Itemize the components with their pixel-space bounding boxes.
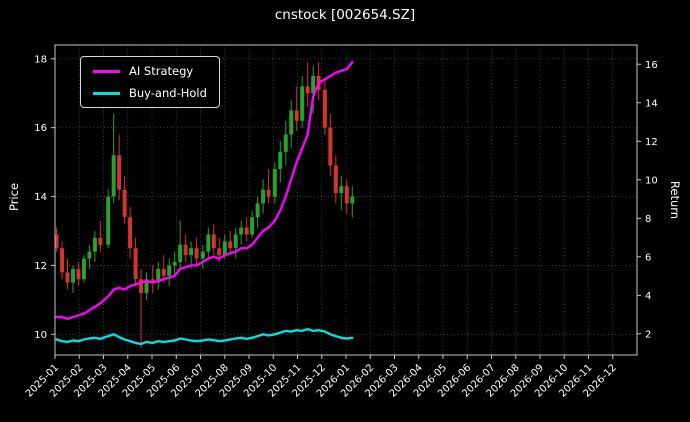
- y-axis-label-price: Price: [7, 182, 21, 212]
- y-tick-label-right: 2: [645, 329, 651, 340]
- legend-item: AI Strategy: [93, 64, 207, 78]
- candle-body: [172, 262, 177, 266]
- candle-body: [278, 151, 283, 169]
- candle-body: [239, 227, 244, 235]
- candle-body: [122, 189, 127, 218]
- candle-body: [289, 110, 294, 135]
- candle-body: [161, 268, 166, 276]
- candle-body: [111, 155, 116, 197]
- candle-body: [194, 248, 199, 259]
- candle-body: [211, 234, 216, 249]
- candle-body: [106, 196, 111, 245]
- candle-body: [156, 268, 161, 283]
- legend-swatch: [93, 69, 120, 73]
- candle-body: [92, 237, 97, 252]
- candle-body: [167, 265, 172, 276]
- y-tick-label: 16: [34, 123, 47, 134]
- candle-body: [244, 227, 249, 235]
- candle-body: [261, 189, 266, 204]
- candle-body: [183, 244, 188, 256]
- candle-body: [322, 89, 327, 128]
- candle-body: [339, 186, 344, 194]
- candle-body: [228, 241, 233, 249]
- candle-body: [54, 234, 59, 249]
- candle-body: [294, 110, 299, 121]
- candle-body: [266, 189, 271, 197]
- candle-body: [222, 241, 227, 256]
- y-tick-label-right: 14: [645, 98, 658, 109]
- candle-body: [178, 244, 183, 262]
- y-tick-label: 18: [34, 54, 47, 65]
- candle-body: [81, 258, 86, 280]
- candle-body: [350, 196, 355, 204]
- series-line-buy-and-hold: [55, 328, 354, 346]
- candle-body: [255, 203, 260, 218]
- candle-body: [133, 248, 138, 280]
- candle-body: [311, 76, 316, 94]
- candle-body: [98, 237, 103, 245]
- y-tick-label-right: 4: [645, 291, 651, 302]
- candle-body: [344, 186, 349, 204]
- candle-body: [60, 248, 65, 273]
- candle-body: [233, 234, 238, 249]
- legend-label: AI Strategy: [129, 64, 194, 78]
- legend-item: Buy-and-Hold: [93, 86, 207, 100]
- candle-body: [272, 169, 277, 197]
- y-tick-label: 12: [34, 261, 47, 272]
- candle-body: [70, 268, 75, 283]
- legend: AI Strategy Buy-and-Hold: [80, 56, 220, 108]
- candle-body: [333, 165, 338, 194]
- candle-body: [250, 217, 255, 235]
- candle-body: [87, 251, 92, 259]
- candle-body: [206, 234, 211, 252]
- candle-body: [144, 279, 149, 293]
- candle-body: [283, 134, 288, 152]
- y-tick-label-right: 10: [645, 175, 658, 186]
- y-tick-label-right: 12: [645, 137, 658, 148]
- candle-body: [65, 272, 70, 283]
- y-tick-label: 14: [34, 192, 47, 203]
- candle-body: [305, 86, 310, 94]
- candle-body: [200, 251, 205, 259]
- series-line-ai-strategy: [55, 61, 354, 320]
- y-axis-label-return: Return: [668, 180, 682, 220]
- y-tick-label: 10: [34, 330, 47, 341]
- candle-body: [217, 248, 222, 256]
- candle-body: [300, 86, 305, 121]
- candle-body: [189, 248, 194, 256]
- candle-body: [128, 217, 133, 249]
- y-tick-label-right: 6: [645, 252, 651, 263]
- candle-body: [328, 127, 333, 166]
- candle-body: [150, 279, 155, 283]
- y-tick-label-right: 8: [645, 214, 651, 225]
- chart-title: cnstock [002654.SZ]: [274, 7, 416, 23]
- candle-body: [139, 279, 144, 293]
- candle-body: [76, 268, 81, 280]
- legend-swatch: [93, 91, 120, 95]
- y-tick-label-right: 16: [645, 60, 658, 71]
- candle-body: [117, 155, 122, 190]
- legend-label: Buy-and-Hold: [129, 86, 207, 100]
